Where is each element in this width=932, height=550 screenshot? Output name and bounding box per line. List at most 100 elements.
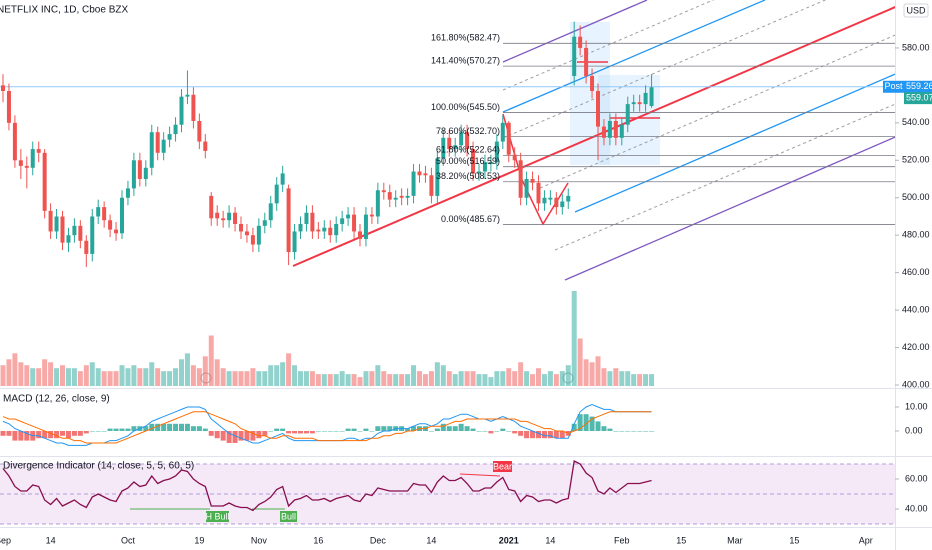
candle-body [518, 160, 523, 198]
currency-box[interactable] [903, 3, 929, 18]
candle-body [221, 218, 226, 221]
candle-body [417, 171, 422, 176]
candle-body [429, 175, 434, 196]
macd-histogram [208, 430, 214, 436]
volume-bar [321, 374, 327, 386]
macd-histogram [405, 428, 411, 431]
fork-outer [502, 0, 648, 63]
candle-body [179, 96, 184, 125]
macd-histogram [446, 426, 452, 431]
post-tag [883, 80, 904, 93]
candle-body [560, 201, 565, 208]
macd-histogram [536, 430, 541, 439]
candle-body [244, 231, 249, 236]
candle-body [358, 231, 362, 239]
volume-bar [327, 374, 333, 386]
volume-bar [589, 362, 595, 386]
macd-histogram [458, 423, 464, 431]
volume-bar [262, 371, 268, 386]
volume-bar [518, 362, 524, 386]
x-tick-label: Sep [0, 535, 11, 545]
volume-bar [494, 371, 500, 386]
x-tick-label: Apr [859, 535, 873, 545]
macd-histogram [89, 430, 95, 432]
candle-body [488, 162, 493, 165]
volume-bar [89, 362, 95, 386]
x-tick-label: Feb [614, 535, 630, 545]
macd-histogram [214, 430, 220, 439]
candle-body [482, 162, 487, 172]
volume-bar [524, 371, 530, 386]
macd-histogram [571, 423, 577, 431]
candle-body [649, 87, 654, 106]
candle-body [316, 229, 321, 232]
macd-pane [0, 404, 655, 446]
volume-bar [18, 362, 24, 386]
volume-bar [298, 371, 303, 386]
volume-bar [357, 377, 363, 386]
candle-body [24, 165, 29, 168]
macd-histogram [303, 430, 309, 434]
y-tick-label: 420.00 [902, 342, 930, 352]
macd-histogram [583, 414, 589, 431]
candle-body [375, 190, 380, 217]
signal-label: H Bull [205, 511, 229, 521]
trend-line [292, 6, 895, 267]
volume-bar [488, 377, 494, 386]
candle-body [453, 145, 458, 150]
volume-bar [137, 368, 143, 386]
price-tag-label: 559.26 [906, 81, 932, 91]
macd-histogram [339, 430, 345, 432]
x-tick-label: 19 [194, 535, 204, 545]
signal-label: Bull [281, 511, 296, 521]
macd-histogram [244, 430, 250, 441]
volume-bar [303, 371, 309, 386]
volume-bar [393, 374, 399, 386]
macd-histogram [649, 430, 655, 432]
candle-body [256, 225, 261, 245]
candle-body [334, 223, 339, 236]
candle-body [512, 154, 517, 161]
candle-body [36, 149, 41, 153]
volume-bar [119, 365, 125, 386]
volume-bar [607, 371, 613, 386]
candle-body [471, 149, 476, 174]
divergence-line [2, 460, 652, 512]
volume-bar [351, 374, 357, 386]
volume-bar [12, 353, 18, 386]
volume-bar [309, 371, 315, 386]
y-tick-label: 0.00 [905, 425, 923, 435]
currency[interactable]: USD [906, 5, 926, 15]
macd-histogram [315, 430, 321, 432]
volume-bar [286, 353, 292, 386]
candle-body [262, 220, 267, 226]
macd-histogram [262, 430, 268, 436]
volume-bar [155, 368, 161, 386]
macd-histogram [149, 423, 155, 431]
volume-bar [83, 365, 89, 386]
volume-bar [559, 371, 565, 386]
macd-histogram [274, 428, 280, 431]
fork-outer [564, 136, 895, 281]
volume-bar [250, 368, 256, 386]
volume-bar [643, 374, 649, 386]
macd-histogram [643, 430, 649, 432]
macd-histogram [155, 423, 161, 431]
signal-box [280, 511, 297, 522]
volume-bar [30, 368, 36, 386]
macd-histogram [125, 428, 131, 431]
macd-histogram [6, 430, 12, 436]
x-tick-label: 2021 [499, 535, 519, 545]
candle-body [590, 76, 595, 92]
y-tick-label: 400.00 [902, 379, 930, 389]
macd-histogram [541, 430, 547, 439]
candle-body [90, 216, 95, 254]
macd-histogram [18, 430, 24, 441]
volume-bar [101, 371, 107, 386]
x-tick-label: 14 [46, 535, 56, 545]
macd-histogram [625, 430, 631, 432]
macd-histogram [607, 428, 613, 431]
volume-bar [54, 368, 60, 386]
volume-bar [232, 371, 238, 386]
